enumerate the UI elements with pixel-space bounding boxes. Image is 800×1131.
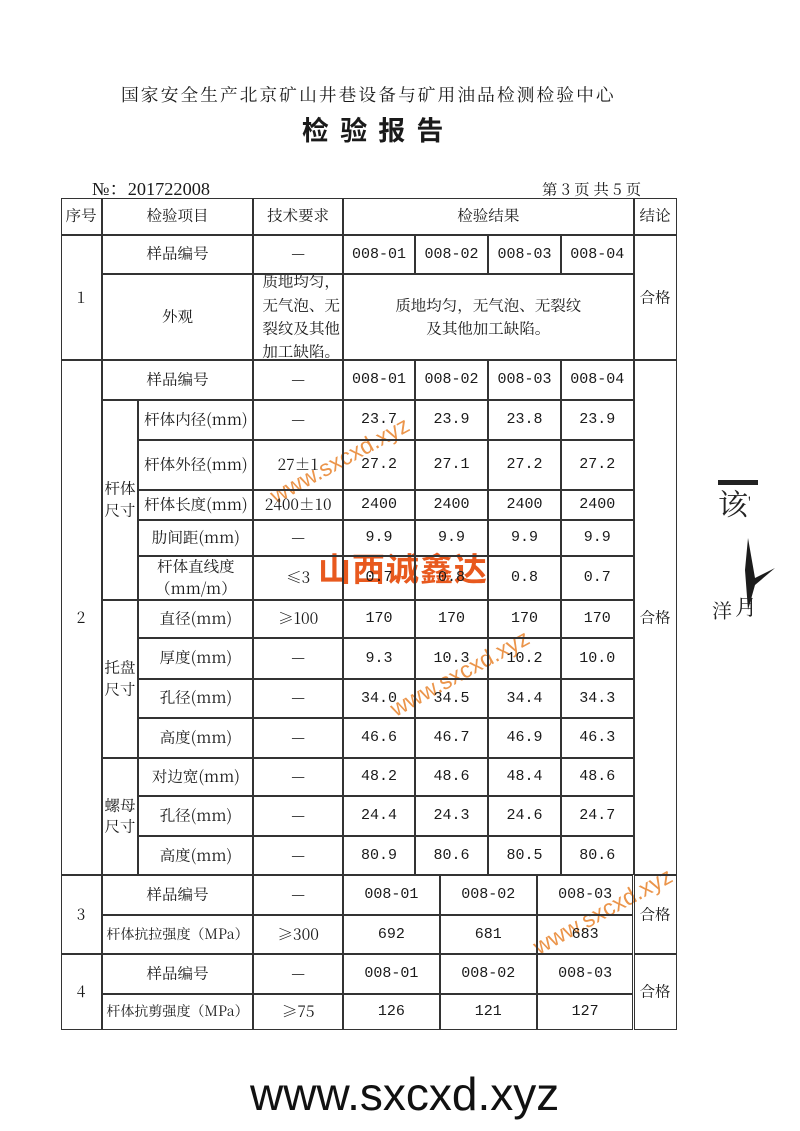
svg-text:': ' bbox=[748, 493, 751, 513]
svg-text:月: 月 bbox=[735, 591, 757, 622]
svg-text:该: 该 bbox=[718, 480, 748, 524]
svg-text:洋: 洋 bbox=[712, 595, 732, 624]
